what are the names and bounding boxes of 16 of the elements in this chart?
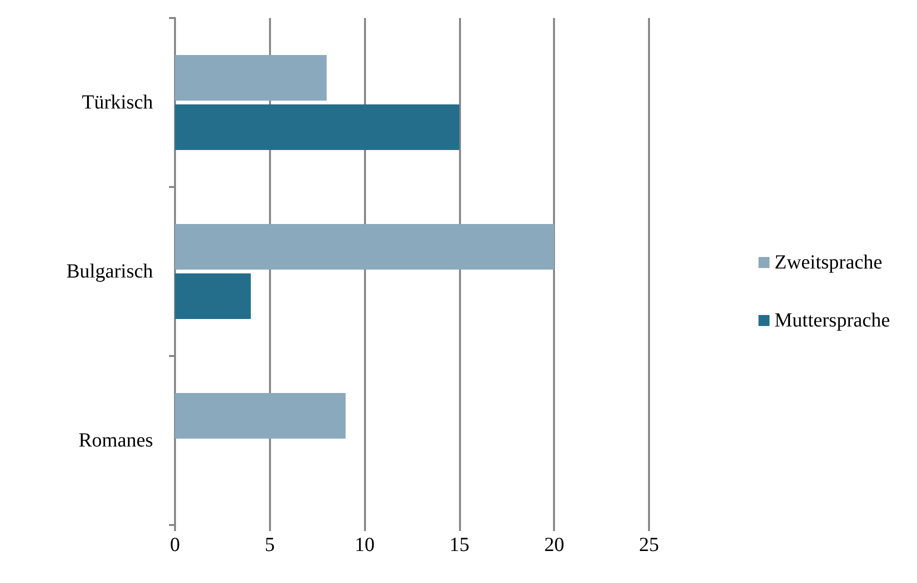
- x-tick-label: 5: [264, 534, 275, 556]
- bar: [175, 224, 554, 270]
- bar: [175, 393, 346, 439]
- bar: [175, 273, 251, 319]
- y-tick-label: Romanes: [78, 430, 154, 452]
- x-tick-label: 0: [170, 534, 180, 556]
- legend-label: Zweitsprache: [774, 252, 882, 274]
- y-tick-label: Bulgarisch: [66, 260, 153, 282]
- bar: [175, 104, 460, 150]
- legend-label: Muttersprache: [774, 310, 890, 332]
- x-tick-label: 20: [544, 534, 564, 556]
- bar: [175, 55, 327, 101]
- x-tick-label: 10: [354, 534, 375, 556]
- y-tick-label: Türkisch: [82, 92, 153, 114]
- x-tick-label: 15: [449, 534, 470, 556]
- x-tick-label: 25: [639, 534, 659, 556]
